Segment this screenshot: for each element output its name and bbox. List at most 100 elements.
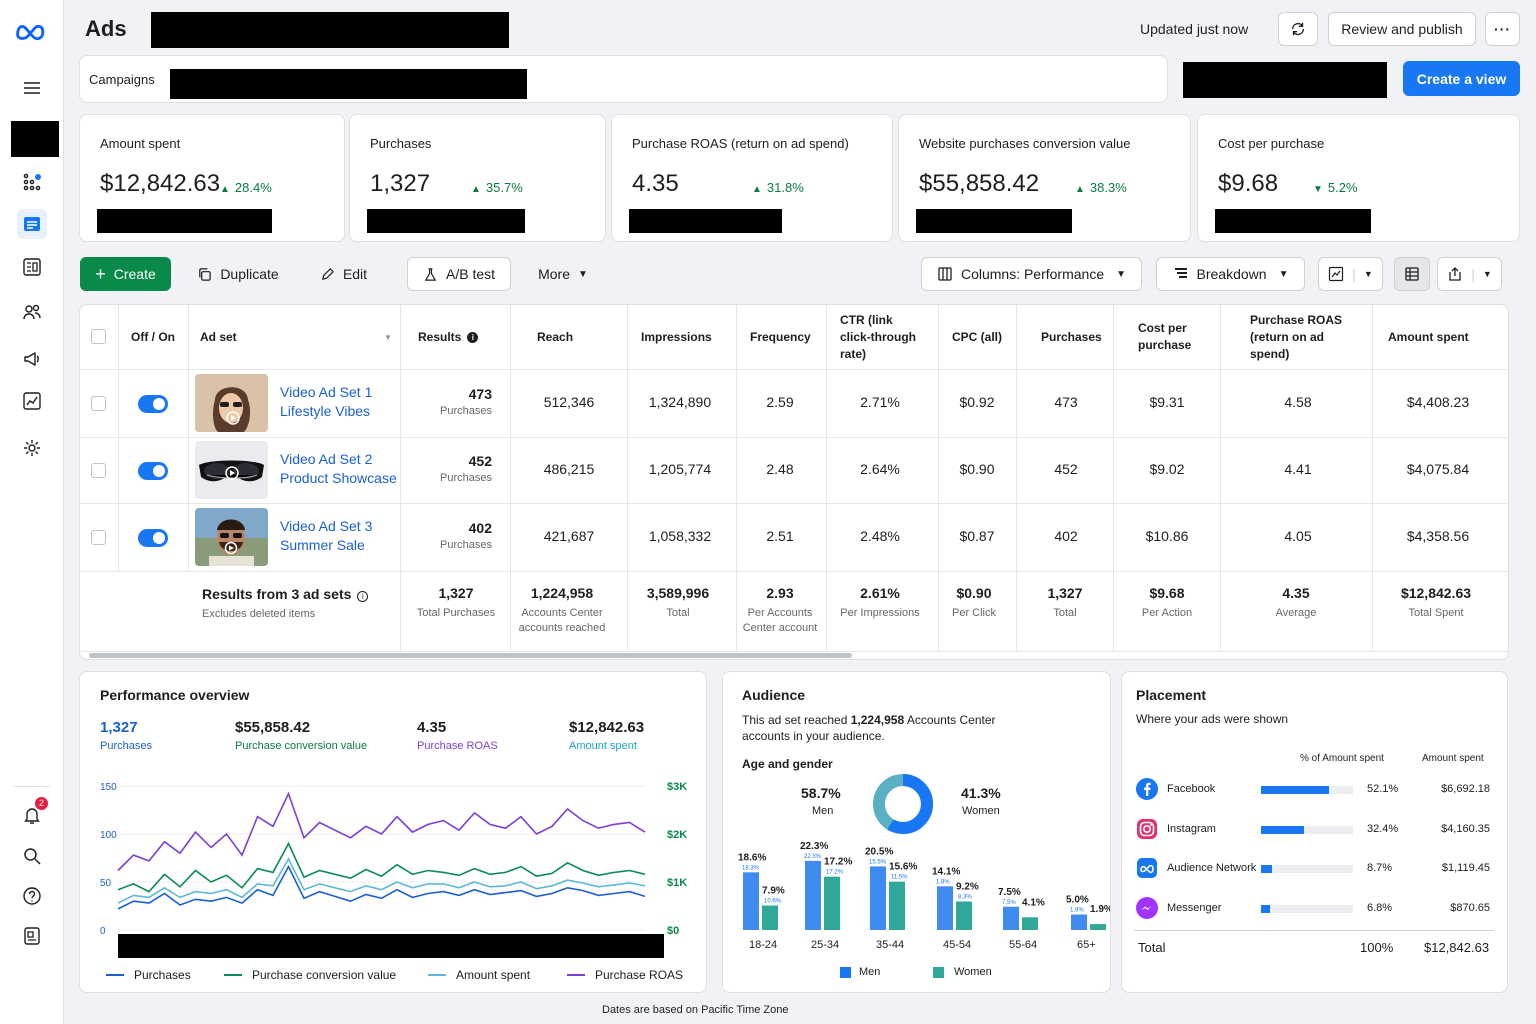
ad-set-name-link[interactable]: Video Ad Set 3 Summer Sale xyxy=(280,517,372,555)
legend-men-swatch xyxy=(840,967,851,978)
arrow-up-icon: ▲ xyxy=(220,184,230,195)
ad-thumbnail[interactable] xyxy=(195,508,268,566)
kpi-card[interactable]: Purchase ROAS (return on ad spend) 4.35 ▲ 3… xyxy=(611,114,893,242)
column-header-amount-spent[interactable]: Amount spent xyxy=(1388,305,1488,369)
ad-set-name-line2: Product Showcase xyxy=(280,470,397,486)
column-header-results[interactable]: Results i xyxy=(418,305,510,369)
placement-subtitle: Where your ads were shown xyxy=(1136,712,1289,726)
cell-cpc: $0.87 xyxy=(959,528,995,544)
cell-cpp: $10.86 xyxy=(1145,528,1189,544)
more-options-button[interactable]: ··· xyxy=(1485,12,1520,46)
row-checkbox[interactable] xyxy=(91,396,106,411)
info-icon[interactable]: i xyxy=(357,591,369,602)
all-tools-icon[interactable] xyxy=(17,168,47,198)
row-checkbox[interactable] xyxy=(91,530,106,545)
arrow-up-icon: ▲ xyxy=(1075,184,1085,195)
results-sub: Purchases xyxy=(440,539,492,551)
column-divider xyxy=(118,305,119,571)
notifications-bell-icon[interactable]: 2 xyxy=(17,797,48,830)
ad-thumbnail[interactable] xyxy=(195,374,268,432)
column-header-ctr[interactable]: CTR (link click-through rate) xyxy=(840,305,926,369)
refresh-icon xyxy=(1291,22,1305,36)
kpi-delta: ▲ 28.4% xyxy=(220,180,272,195)
chart-view-dropdown[interactable]: | ▼ xyxy=(1318,257,1383,291)
row-checkbox[interactable] xyxy=(91,463,106,478)
kpi-card[interactable]: Purchases 1,327 ▲ 35.7% xyxy=(349,114,606,242)
column-header-impressions[interactable]: Impressions xyxy=(641,305,731,369)
on-off-toggle[interactable] xyxy=(138,529,168,547)
horizontal-scrollbar[interactable] xyxy=(89,653,852,658)
column-divider xyxy=(1372,305,1373,651)
men-label: Men xyxy=(812,805,834,817)
placement-row[interactable]: Instagram 32.4% $4,160.35 xyxy=(1122,817,1507,841)
ab-test-button[interactable]: A/B test xyxy=(407,257,511,291)
audiences-icon[interactable] xyxy=(17,297,47,327)
on-off-toggle[interactable] xyxy=(138,462,168,480)
edit-button[interactable]: Edit xyxy=(305,257,382,291)
audience-desc-prefix: This ad set reached xyxy=(742,713,848,727)
column-header-ad-set[interactable]: Ad set xyxy=(200,305,237,369)
select-all-checkbox[interactable] xyxy=(91,329,106,344)
table-row[interactable]: Video Ad Set 2 Product Showcase 452 Purchas… xyxy=(80,437,1508,503)
bar-women-label: 15.6% xyxy=(889,862,917,873)
columns-dropdown[interactable]: Columns: Performance ▼ xyxy=(921,257,1142,291)
column-header-frequency[interactable]: Frequency xyxy=(750,305,820,369)
ads-manager-icon[interactable] xyxy=(17,209,47,239)
redacted-kpi-sparkline xyxy=(629,209,782,233)
kpi-value: 4.35 xyxy=(632,170,679,197)
legend-label: Amount spent xyxy=(456,968,531,982)
placement-row[interactable]: Facebook 52.1% $6,692.18 xyxy=(1122,777,1507,801)
bar-men xyxy=(870,866,886,930)
campaigns-megaphone-icon[interactable] xyxy=(17,344,47,374)
column-header-cost-per-purchase[interactable]: Cost per purchase xyxy=(1138,305,1208,369)
review-publish-button[interactable]: Review and publish xyxy=(1328,12,1476,46)
column-header-reach[interactable]: Reach xyxy=(537,305,617,369)
feedback-report-icon[interactable] xyxy=(17,921,47,951)
left-axis-tick: 100 xyxy=(100,830,117,841)
column-header-off-on[interactable]: Off / On xyxy=(131,305,175,369)
catalog-icon[interactable] xyxy=(17,252,47,282)
results-value: 473 xyxy=(468,386,492,402)
meta-logo-icon[interactable] xyxy=(13,16,51,46)
breakdown-dropdown[interactable]: Breakdown ▼ xyxy=(1156,257,1305,291)
create-button[interactable]: + Create xyxy=(80,257,171,291)
total-cpc-sub: Per Click xyxy=(951,607,996,619)
bar-men xyxy=(1071,914,1087,930)
create-view-button[interactable]: Create a view xyxy=(1403,61,1520,96)
kpi-card[interactable]: Cost per purchase $9.68 ▼ 5.2% xyxy=(1197,114,1520,242)
breakdown-icon xyxy=(1174,268,1187,278)
column-header-cpc[interactable]: CPC (all) xyxy=(952,305,1012,369)
search-icon[interactable] xyxy=(17,841,47,871)
table-view-button[interactable] xyxy=(1394,257,1430,291)
bar-women-label: 9.2% xyxy=(956,881,979,892)
more-dropdown[interactable]: More ▼ xyxy=(523,257,603,291)
info-icon[interactable]: i xyxy=(467,331,479,343)
performance-overview-panel: Performance overview 1,327 Purchases $55,8… xyxy=(79,671,707,993)
help-icon[interactable] xyxy=(17,881,47,911)
table-row[interactable]: Video Ad Set 3 Summer Sale 402 Purchases 421… xyxy=(80,503,1508,571)
duplicate-button[interactable]: Duplicate xyxy=(183,257,293,291)
placement-row[interactable]: Messenger 6.8% $870.65 xyxy=(1122,896,1507,920)
ad-set-name-link[interactable]: Video Ad Set 2 Product Showcase xyxy=(280,450,397,488)
export-dropdown[interactable]: | ▼ xyxy=(1437,257,1502,291)
ad-thumbnail[interactable] xyxy=(195,441,268,499)
redacted-date-range[interactable] xyxy=(1183,62,1387,98)
placement-row[interactable]: Audience Network 8.7% $1,119.45 xyxy=(1122,856,1507,880)
column-header-purchases[interactable]: Purchases xyxy=(1041,305,1111,369)
settings-gear-icon[interactable] xyxy=(17,433,47,463)
audience-title: Audience xyxy=(742,687,806,703)
menu-icon[interactable] xyxy=(17,73,47,103)
placement-name: Messenger xyxy=(1167,901,1222,914)
cell-purchases: 402 xyxy=(1054,528,1078,544)
column-header-roas[interactable]: Purchase ROAS (return on ad spend) xyxy=(1250,305,1350,369)
on-off-toggle[interactable] xyxy=(138,395,168,413)
sort-caret-icon[interactable]: ▼ xyxy=(384,333,392,342)
ad-set-name-link[interactable]: Video Ad Set 1 Lifestyle Vibes xyxy=(280,383,372,421)
table-row[interactable]: Video Ad Set 1 Lifestyle Vibes 473 Purchase… xyxy=(80,369,1508,437)
kpi-card[interactable]: Website purchases conversion value $55,85… xyxy=(898,114,1191,242)
refresh-button[interactable] xyxy=(1278,12,1318,46)
kpi-card[interactable]: Amount spent $12,842.63 ▲ 28.4% xyxy=(79,114,345,242)
reports-chart-icon[interactable] xyxy=(17,386,47,416)
column-divider xyxy=(826,305,827,651)
bar-women xyxy=(824,876,840,930)
